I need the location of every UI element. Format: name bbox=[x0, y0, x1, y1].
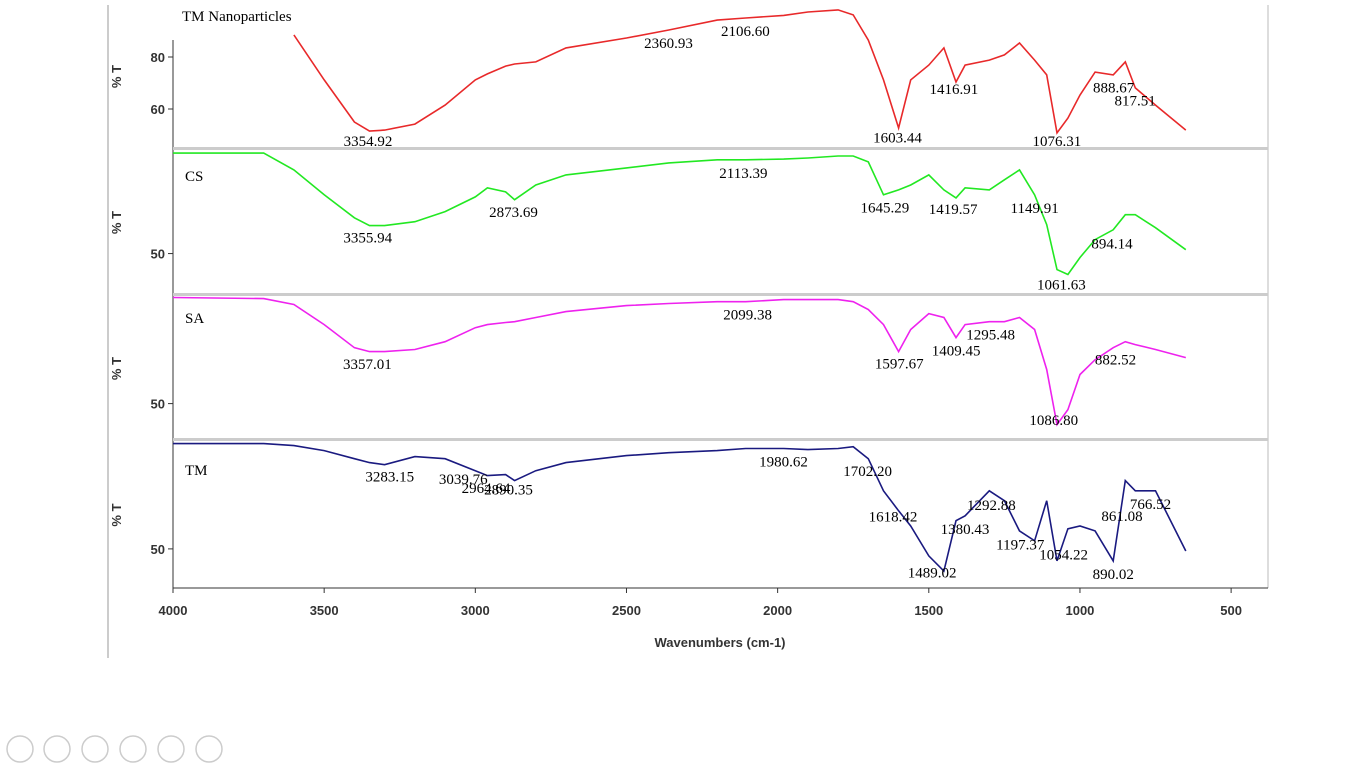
peak-label: 3355.94 bbox=[343, 231, 392, 247]
x-tick-label: 500 bbox=[1220, 603, 1242, 618]
peak-label: 766.52 bbox=[1130, 497, 1171, 513]
y-tick-label: 50 bbox=[151, 397, 165, 412]
peak-label: 1292.88 bbox=[967, 498, 1016, 514]
x-axis-title: Wavenumbers (cm-1) bbox=[655, 635, 786, 650]
peak-label: 1197.37 bbox=[996, 537, 1045, 553]
x-tick-label: 1000 bbox=[1065, 603, 1094, 618]
peak-label: 3357.01 bbox=[343, 357, 392, 373]
series-name: SA bbox=[185, 311, 204, 327]
peak-label: 882.52 bbox=[1095, 353, 1136, 369]
peak-label: 3354.92 bbox=[344, 134, 393, 150]
peak-label: 1645.29 bbox=[860, 200, 909, 216]
y-axis-title: % T bbox=[109, 357, 124, 380]
y-axis-title: % T bbox=[109, 211, 124, 234]
y-axis-title: % T bbox=[109, 65, 124, 88]
peak-label: 2106.60 bbox=[721, 24, 770, 40]
x-tick-label: 2000 bbox=[763, 603, 792, 618]
peak-label: 1086.80 bbox=[1029, 413, 1078, 429]
peak-label: 861.08 bbox=[1101, 509, 1142, 525]
y-axis-title: % T bbox=[109, 503, 124, 526]
peak-label: 2890.35 bbox=[484, 483, 533, 499]
spectrum-line bbox=[173, 152, 1187, 276]
prev-button[interactable] bbox=[6, 735, 34, 763]
slide-nav bbox=[6, 735, 223, 763]
spectrum-line bbox=[172, 296, 1187, 427]
peak-label: 1603.44 bbox=[873, 131, 922, 147]
y-tick-label: 50 bbox=[151, 542, 165, 557]
peak-label: 3283.15 bbox=[365, 469, 414, 485]
y-tick-label: 80 bbox=[151, 50, 165, 65]
series-name: TM Nanoparticles bbox=[182, 9, 292, 25]
peak-label: 817.51 bbox=[1115, 94, 1156, 110]
x-tick-label: 1500 bbox=[914, 603, 943, 618]
next-button[interactable] bbox=[43, 735, 71, 763]
peak-label: 3039.76 bbox=[439, 472, 488, 488]
peak-label: 1489.02 bbox=[908, 565, 957, 581]
peak-label: 1416.91 bbox=[930, 82, 979, 98]
peak-label: 2873.69 bbox=[489, 205, 538, 221]
x-tick-label: 2500 bbox=[612, 603, 641, 618]
spectrum-line bbox=[173, 442, 1187, 573]
peak-label: 1702.20 bbox=[843, 464, 892, 480]
more-button[interactable] bbox=[195, 735, 223, 763]
peak-label: 2113.39 bbox=[719, 166, 767, 182]
peak-label: 1076.31 bbox=[1033, 134, 1082, 150]
peak-label: 894.14 bbox=[1091, 236, 1133, 252]
peak-label: 1409.45 bbox=[932, 343, 981, 359]
peak-label: 2099.38 bbox=[723, 308, 772, 324]
peak-label: 1054.22 bbox=[1039, 547, 1088, 563]
peak-label: 890.02 bbox=[1093, 567, 1134, 583]
peak-label: 2360.93 bbox=[644, 36, 693, 52]
x-tick-label: 3500 bbox=[310, 603, 339, 618]
pen-button[interactable] bbox=[81, 735, 109, 763]
slides-button[interactable] bbox=[119, 735, 147, 763]
peak-label: 888.67 bbox=[1093, 81, 1135, 97]
name-box bbox=[175, 5, 340, 27]
peak-label: 1061.63 bbox=[1037, 278, 1086, 294]
y-tick-label: 50 bbox=[151, 247, 165, 262]
spectrum-line bbox=[293, 9, 1187, 135]
x-tick-label: 4000 bbox=[159, 603, 188, 618]
series-name: TM bbox=[185, 463, 208, 479]
peak-label: 1597.67 bbox=[875, 356, 924, 372]
peak-label: 1618.42 bbox=[869, 509, 918, 525]
peak-label: 1295.48 bbox=[966, 328, 1015, 344]
x-tick-label: 3000 bbox=[461, 603, 490, 618]
peak-label: 1980.62 bbox=[759, 455, 808, 471]
peak-label: 1380.43 bbox=[941, 522, 990, 538]
zoom-button[interactable] bbox=[157, 735, 185, 763]
peak-label: 2964.64 bbox=[462, 481, 511, 497]
peak-label: 1419.57 bbox=[929, 202, 978, 218]
peak-label: 1149.91 bbox=[1011, 201, 1059, 217]
series-name: CS bbox=[185, 169, 203, 185]
y-tick-label: 60 bbox=[151, 102, 165, 117]
